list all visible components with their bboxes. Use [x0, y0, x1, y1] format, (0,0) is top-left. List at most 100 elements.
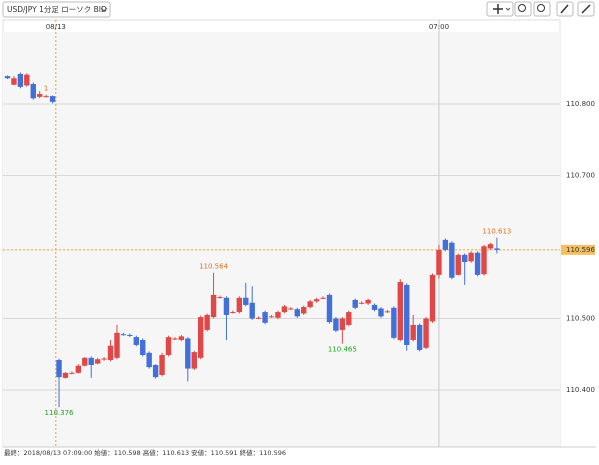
candle-body	[49, 96, 56, 102]
candle-body	[17, 73, 24, 87]
settings-icon	[581, 4, 591, 14]
candle-body	[275, 312, 281, 318]
candle-body	[152, 364, 159, 378]
candle-body	[268, 316, 275, 318]
candle-body	[281, 306, 288, 313]
candle-body	[30, 83, 36, 99]
candle-body	[461, 254, 468, 263]
candle-body	[223, 297, 230, 315]
candle-body	[197, 317, 204, 358]
candle-body	[429, 274, 436, 322]
candle-body	[217, 297, 223, 299]
candle-body	[320, 297, 326, 299]
candle-body	[146, 352, 152, 368]
candle-body	[436, 249, 442, 275]
candle-body	[487, 244, 494, 249]
annotation: 110.613	[482, 228, 511, 236]
candle-body	[416, 324, 423, 350]
symbol-dropdown[interactable]	[2, 1, 111, 18]
candle-body	[410, 324, 416, 340]
candle-body	[378, 308, 384, 317]
y-tick-label: 110.800	[566, 100, 595, 108]
candle-body	[94, 359, 101, 364]
symbol-label: USD/JPY 1分足 ローソク BID	[7, 5, 107, 14]
candle-body	[243, 297, 249, 305]
candle-body	[358, 302, 365, 304]
candle-body	[4, 76, 11, 79]
price-label: 110.596	[566, 246, 595, 254]
candle-body	[191, 352, 197, 369]
candle-body	[140, 339, 146, 355]
candle-body	[326, 294, 333, 323]
candle-body	[62, 372, 69, 378]
toolbar-buttons	[486, 1, 595, 17]
candle-body	[133, 337, 139, 345]
candle-body	[210, 294, 217, 318]
candle-body	[468, 252, 474, 262]
candle-body	[178, 336, 185, 340]
zoom-in-icon	[518, 4, 526, 12]
candle-body	[294, 309, 300, 317]
candle-body	[391, 307, 397, 338]
annotation: 110.564	[199, 263, 228, 271]
candle-body	[423, 318, 429, 348]
candle-body	[230, 312, 236, 314]
candle-body	[37, 93, 43, 97]
candle-body	[11, 78, 17, 85]
candle-body	[301, 307, 307, 314]
zoom-out-icon	[537, 4, 545, 12]
candle-body	[107, 345, 114, 360]
candle-body	[404, 284, 410, 345]
candle-body	[185, 338, 191, 369]
candle-body	[236, 297, 243, 313]
candle-body	[165, 337, 172, 355]
candle-body	[384, 311, 391, 313]
candle-body	[307, 301, 313, 308]
candle-body	[481, 246, 487, 275]
x-tick-label: 07:00	[429, 23, 449, 31]
candle-body	[249, 302, 255, 319]
annotation: 110.376	[45, 409, 74, 417]
candle-body	[204, 314, 210, 330]
candle-body	[288, 308, 294, 310]
y-tick-label: 110.400	[566, 386, 595, 394]
candle-body	[449, 242, 455, 278]
candle-body	[365, 299, 371, 304]
candle-body	[172, 338, 178, 340]
draw-icon	[560, 4, 569, 14]
y-tick-label: 110.500	[566, 315, 595, 323]
candle-body	[69, 372, 75, 374]
x-tick-label: 08/13	[46, 23, 66, 31]
candle-body	[352, 299, 358, 308]
status-bar: 最終：2018/08/13 07:09:00 始値：110.598 高値：110…	[4, 448, 286, 457]
y-tick-label: 110.700	[566, 172, 595, 180]
zoom-out-button[interactable]	[533, 1, 551, 17]
candle-body	[43, 96, 49, 98]
candle-body	[114, 332, 120, 358]
candle-body	[494, 248, 500, 250]
candle-body	[442, 239, 449, 250]
candle-body	[159, 354, 165, 375]
candle-body	[56, 359, 62, 378]
candle-body	[75, 365, 82, 373]
candle-body	[339, 318, 346, 330]
annotation: 110.465	[328, 346, 357, 354]
candle-body	[24, 74, 30, 86]
candle-body	[127, 334, 133, 336]
candle-body	[88, 357, 94, 365]
candle-body	[101, 358, 107, 360]
candle-body	[82, 357, 88, 366]
dropdown-arrow	[100, 7, 108, 12]
candle-body	[474, 252, 481, 275]
crosshair-arrow	[505, 7, 511, 11]
zoom-in-button[interactable]	[514, 1, 532, 17]
candle-body	[333, 318, 339, 331]
candle-body	[120, 334, 127, 336]
crosshair-icon	[493, 4, 503, 14]
candle-body	[397, 282, 404, 340]
candle-body	[371, 304, 378, 310]
price-label-box	[561, 244, 595, 255]
candle-body	[262, 312, 268, 323]
